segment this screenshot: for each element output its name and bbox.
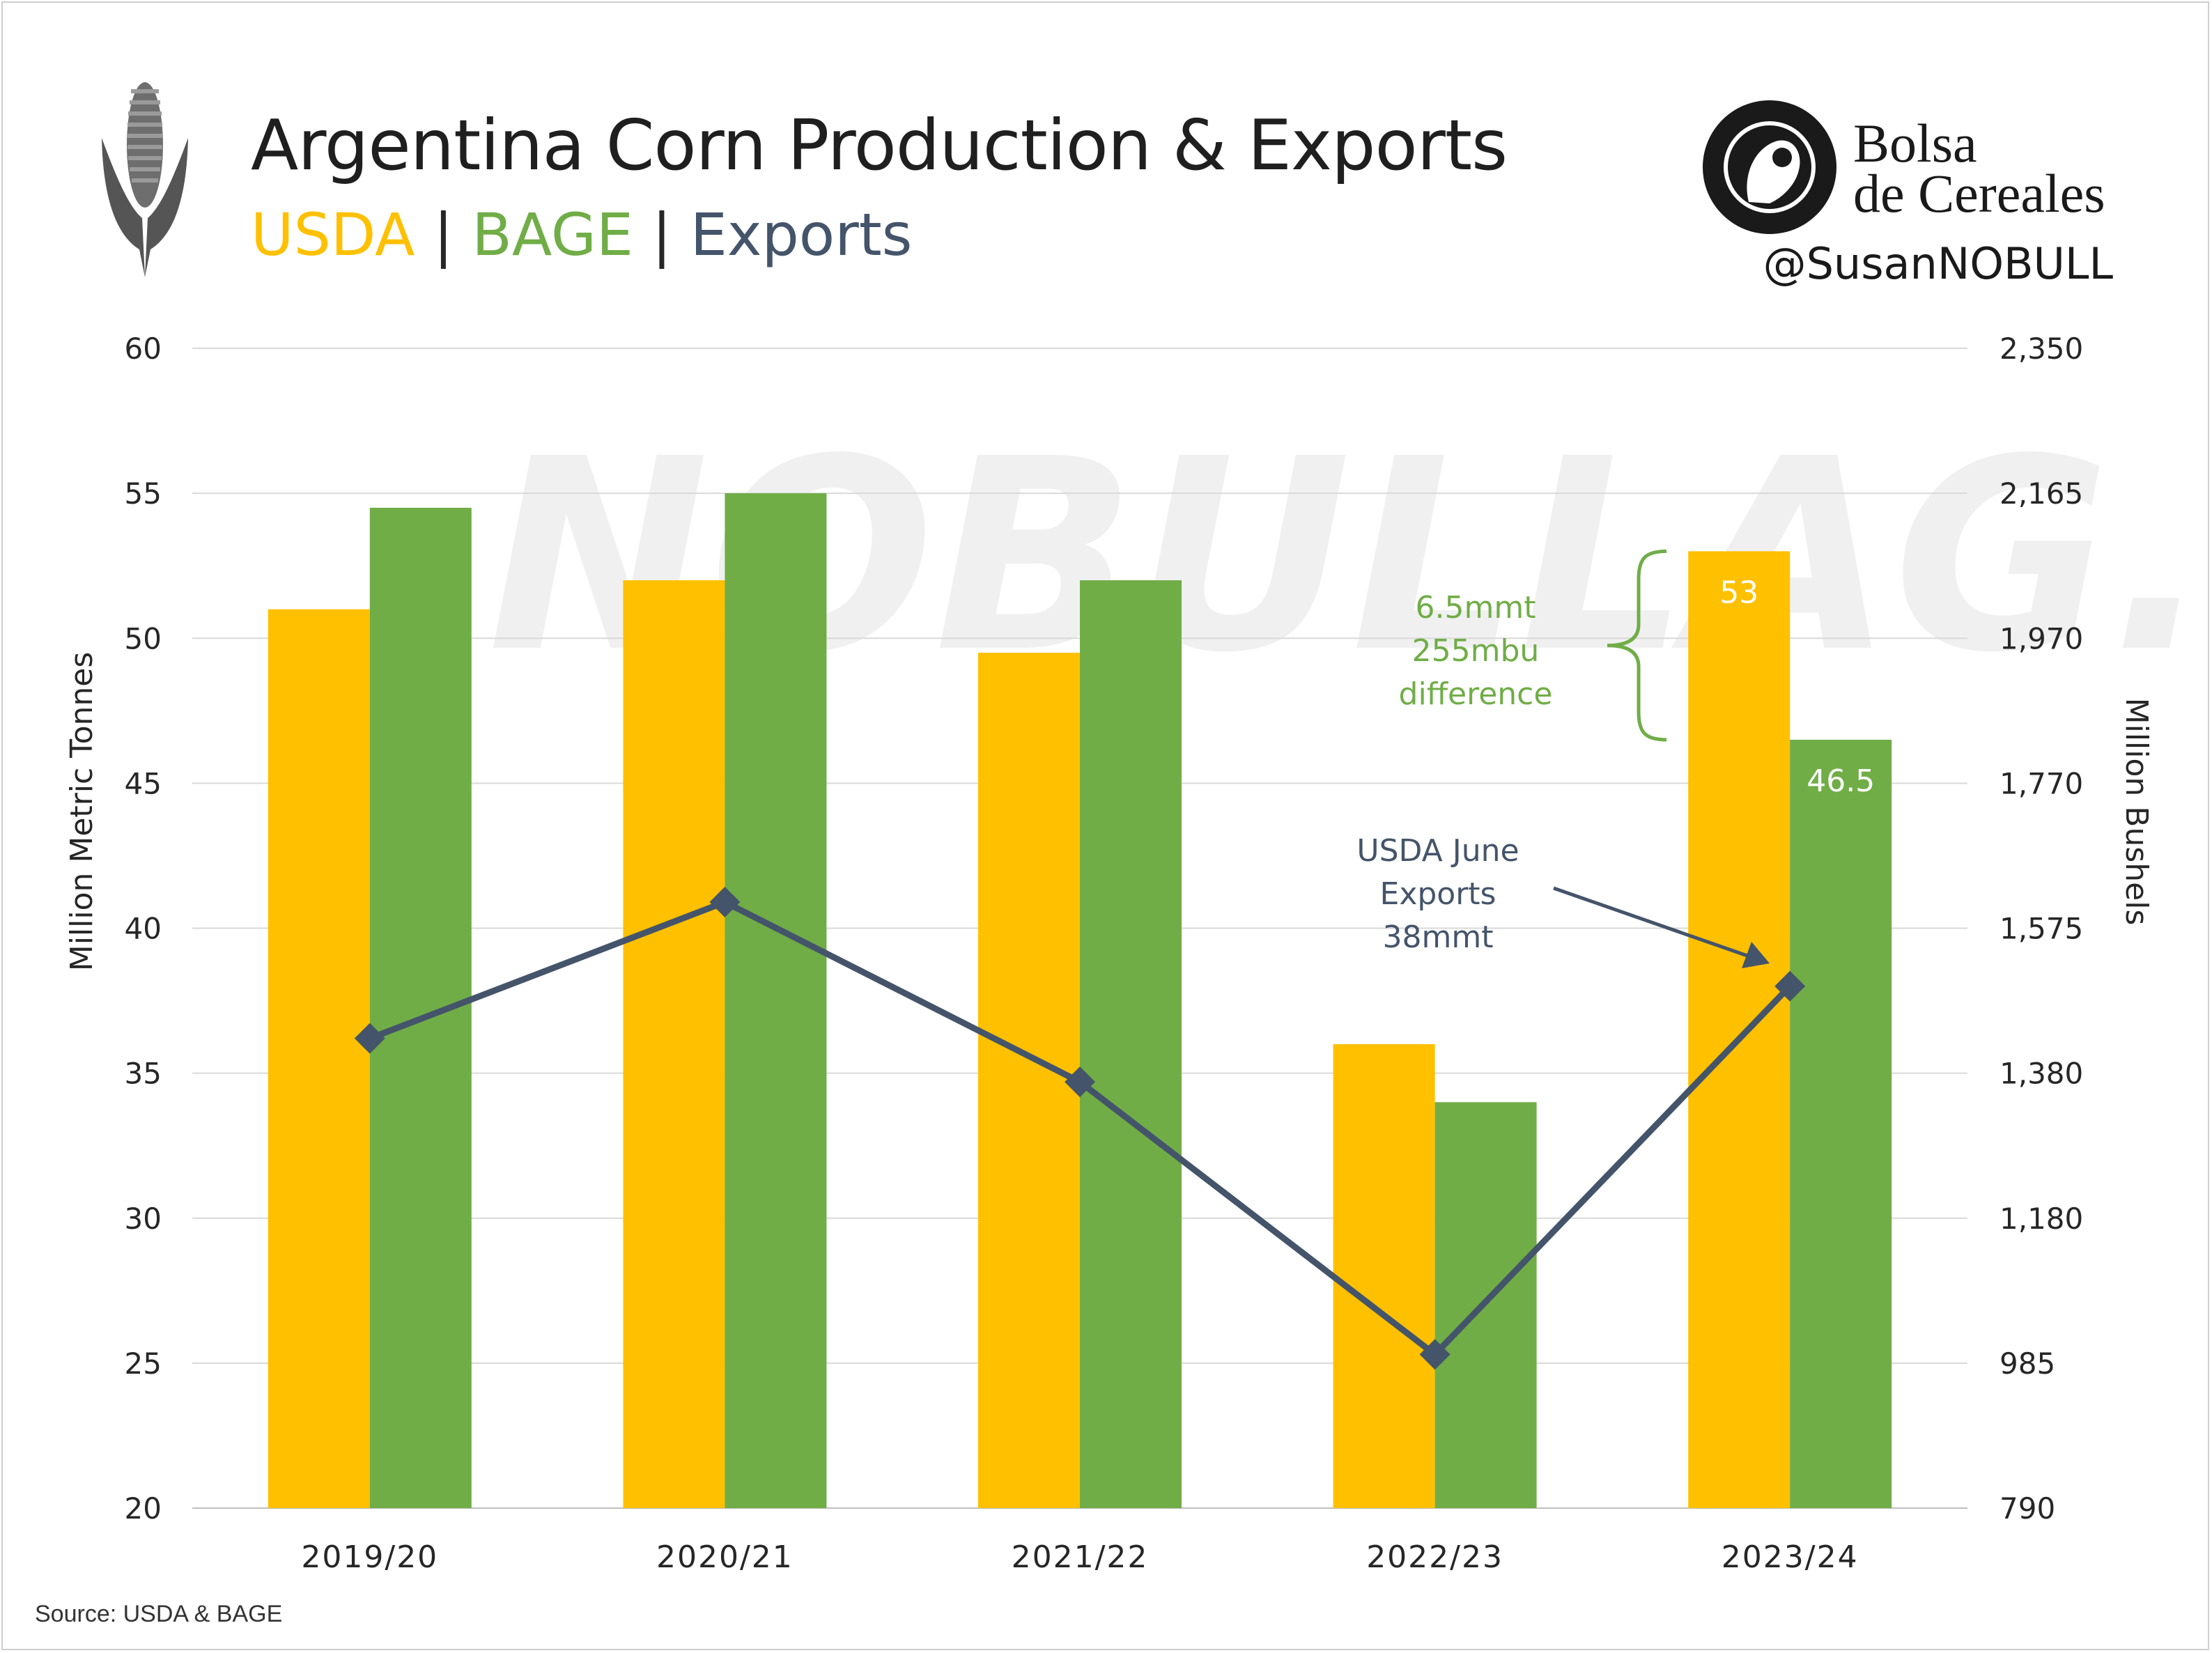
data-label: 46.5: [1807, 763, 1875, 799]
y-tick-label: 55: [125, 476, 162, 511]
exports-annotation: USDA June: [1356, 833, 1519, 869]
y2-tick-label: 2,350: [2000, 332, 2083, 366]
bar-bage: [725, 493, 827, 1508]
exports-marker: [709, 887, 741, 918]
y2-tick-label: 790: [2000, 1491, 2055, 1526]
x-tick-label: 2022/23: [1366, 1539, 1503, 1575]
y2-tick-label: 1,770: [2000, 766, 2083, 800]
y2-axis-title: Million Bushels: [2119, 698, 2154, 926]
x-tick-label: 2021/22: [1012, 1539, 1149, 1575]
exports-annotation: 38mmt: [1383, 919, 1494, 955]
y-tick-label: 50: [125, 621, 162, 655]
y-axis-title: Million Metric Tonnes: [64, 652, 100, 972]
y-tick-label: 25: [125, 1347, 162, 1381]
difference-annotation: difference: [1399, 676, 1553, 712]
y2-tick-label: 1,575: [2000, 912, 2083, 946]
difference-annotation: 255mbu: [1412, 633, 1540, 669]
twitter-handle: @SusanNOBULL: [1763, 238, 2113, 289]
chart-title: Argentina Corn Production & Exports: [251, 104, 1508, 186]
subtitle-usda: USDA: [251, 201, 415, 269]
difference-brace: [1607, 549, 1667, 742]
annotation-arrow: [1553, 886, 1748, 958]
y-tick-label: 30: [125, 1202, 162, 1236]
y-tick-label: 35: [125, 1057, 162, 1091]
exports-marker: [1065, 1066, 1095, 1098]
subtitle-exports: Exports: [690, 201, 913, 269]
bar-bage: [1080, 580, 1182, 1508]
exports-marker: [1774, 970, 1806, 1002]
brand-line-1: Bolsa: [1853, 113, 1977, 173]
bar-usda: [268, 609, 370, 1508]
bar-usda: [623, 580, 725, 1508]
y2-tick-label: 985: [2000, 1347, 2055, 1381]
brand-name: Bolsa de Cereales: [1853, 113, 2105, 224]
subtitle-separator: |: [433, 201, 454, 269]
bar-bage: [1790, 739, 1892, 1508]
y2-tick-label: 1,180: [2000, 1202, 2083, 1236]
difference-annotation: 6.5mmt: [1416, 590, 1536, 626]
arrowhead-icon: [1742, 942, 1770, 968]
y2-tick-label: 2,165: [2000, 476, 2083, 511]
subtitle-separator: |: [651, 201, 672, 269]
y-tick-label: 20: [125, 1491, 162, 1526]
y2-tick-label: 1,380: [2000, 1057, 2083, 1091]
y2-tick-label: 1,970: [2000, 621, 2083, 655]
x-tick-label: 2019/20: [301, 1539, 438, 1575]
y-tick-label: 45: [125, 766, 162, 800]
subtitle-bage: BAGE: [472, 201, 633, 269]
bar-usda: [978, 653, 1080, 1508]
brand-line-2: de Cereales: [1853, 163, 2105, 224]
corn-icon: [102, 82, 188, 277]
y-tick-label: 60: [125, 332, 162, 366]
exports-marker: [354, 1023, 385, 1054]
bar-usda: [1333, 1044, 1435, 1508]
source-note: Source: USDA & BAGE: [35, 1601, 283, 1627]
data-label: 53: [1719, 575, 1758, 610]
bolsa-logo: [1703, 100, 1836, 234]
bar-usda: [1688, 551, 1791, 1508]
chart-subtitle: USDA | BAGE | Exports: [251, 201, 912, 269]
exports-annotation: Exports: [1380, 876, 1496, 912]
x-tick-label: 2020/21: [656, 1539, 794, 1575]
x-tick-label: 2023/24: [1722, 1539, 1859, 1575]
exports-marker: [1419, 1339, 1451, 1370]
y-tick-label: 40: [125, 912, 162, 946]
